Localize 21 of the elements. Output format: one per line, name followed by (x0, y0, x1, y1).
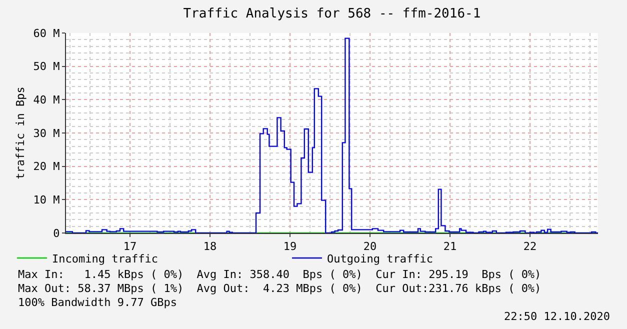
text: 100% Bandwidth 9.77 GBps (18, 296, 177, 309)
x-tick-label: 21 (443, 240, 457, 254)
y-tick-label: 40 M (33, 94, 60, 107)
y-tick-label: 0 (53, 226, 60, 240)
text: Max Out: 58.37 MBps ( 1%) Avg Out: 4.23 MBps ( 0%) Cur Out:231.76 kBps ( 0%) (18, 282, 542, 295)
y-axis-title: traffic in Bps (14, 86, 27, 180)
legend-label: Outgoing traffic (327, 252, 433, 266)
chart-title: Traffic Analysis for 568 -- ffm-2016-1 (183, 6, 481, 22)
y-tick-label: 50 M (33, 60, 60, 74)
x-tick-label: 17 (123, 240, 137, 254)
y-tick-label: 60 M (33, 26, 60, 40)
legend-label: Incoming traffic (52, 252, 158, 266)
y-tick-label: 10 M (33, 194, 60, 207)
y-tick-label: 30 M (33, 126, 60, 140)
text: Max In: 1.45 kBps ( 0%) Avg In: 358.40 Bps ( 0%) Cur In: 295.19 Bps ( 0%) (18, 268, 542, 281)
x-tick-label: 18 (203, 240, 217, 254)
x-tick-label: 19 (283, 240, 297, 254)
text: 22:50 12.10.2020 (504, 310, 610, 323)
y-tick-label: 20 M (33, 160, 60, 174)
x-tick-label: 22 (523, 240, 537, 254)
x-tick-label: 20 (363, 240, 377, 254)
